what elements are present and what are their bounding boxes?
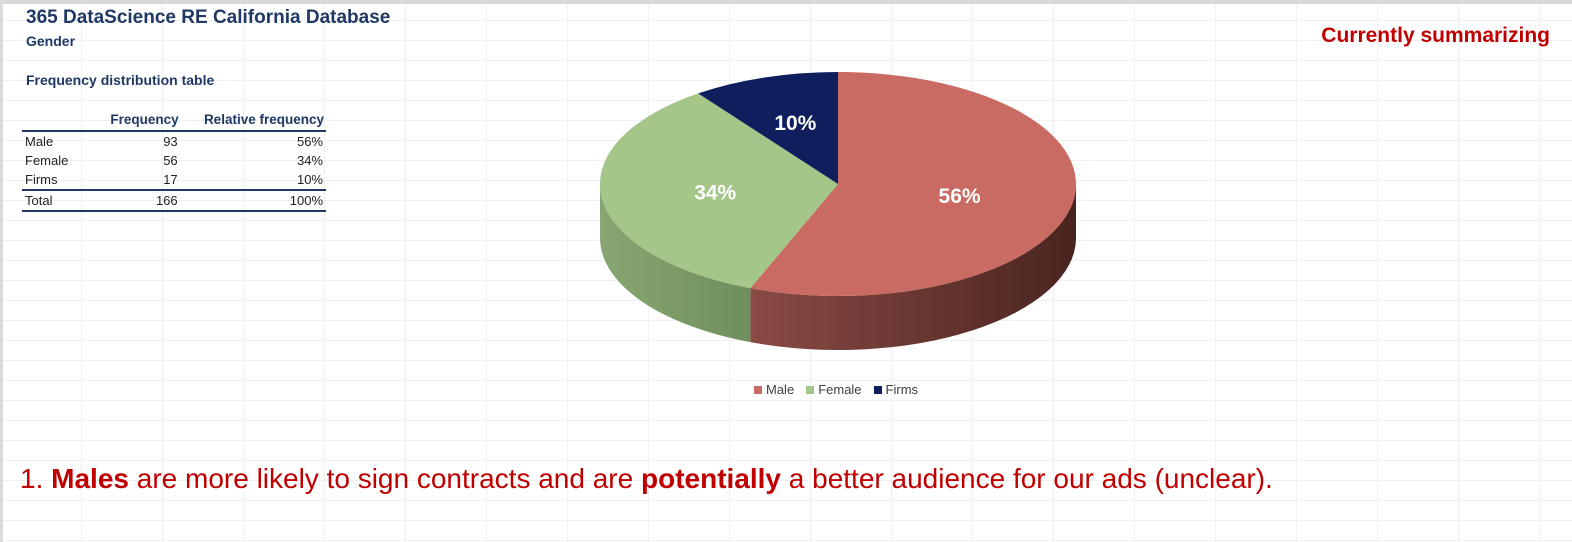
row-relative: 56% [296,134,323,149]
table-row: Female 56 34% [22,151,326,170]
pie-side-male [750,184,1076,351]
legend-swatch [873,385,882,394]
insight-number: 1. [20,463,44,494]
legend-item-female: Female [806,382,862,397]
row-label: Female [25,153,69,168]
row-frequency: 56 [163,153,178,168]
row-relative: 10% [296,172,323,187]
legend-swatch [754,385,762,394]
legend-swatch [806,385,815,394]
insight-text: 1. Males are more likely to sign contrac… [20,463,1273,495]
table-header-row: Frequency Relative frequency [22,110,326,132]
pie-chart: 56% 34% 10% [600,72,1076,351]
insight-emphasis-potentially: potentially [640,463,781,494]
pie-data-label-firms: 10% [774,112,816,135]
legend-label: Male [766,382,795,397]
row-label: Male [25,134,54,149]
pie-side-female [600,184,751,343]
insight-emphasis-males: Males [51,463,129,494]
legend-item-firms: Firms [873,382,919,397]
header-cell-label [22,110,96,132]
pie-data-label-female: 34% [694,181,736,204]
row-frequency: 93 [163,134,178,149]
pie-slice-female [600,93,838,289]
table-total-row: Total 166 100% [22,189,326,212]
total-frequency: 166 [96,189,181,212]
sheet-top-edge [0,0,1572,4]
insight-text-part: are more likely to sign contracts and ar… [128,463,641,494]
total-relative: 100% [180,189,326,212]
header-cell-relative: Relative frequency [180,110,326,132]
frequency-table: Frequency Relative frequency Male 93 56%… [22,110,326,212]
page-subtitle: Gender [26,33,76,49]
legend-item-male: Male [754,382,794,397]
sheet-left-edge [0,0,3,542]
table-row: Male 93 56% [22,131,326,151]
pie-slice-male [750,72,1076,296]
header-cell-frequency: Frequency [96,110,181,132]
legend-label: Firms [885,382,919,397]
status-label: Currently summarizing [1321,24,1550,47]
insight-text-part: a better audience for our ads (unclear). [781,463,1273,494]
total-label: Total [22,189,96,212]
row-frequency: 17 [163,172,178,187]
row-relative: 34% [296,153,323,168]
chart-legend: Male Female Firms [754,382,918,397]
row-label: Firms [25,172,58,187]
page-title: 365 DataScience RE California Database [26,7,391,28]
pie-slice-firms [698,72,838,184]
legend-label: Female [818,382,862,397]
table-row: Firms 17 10% [22,170,326,190]
pie-data-label-male: 56% [939,185,981,208]
table-caption: Frequency distribution table [26,72,215,88]
